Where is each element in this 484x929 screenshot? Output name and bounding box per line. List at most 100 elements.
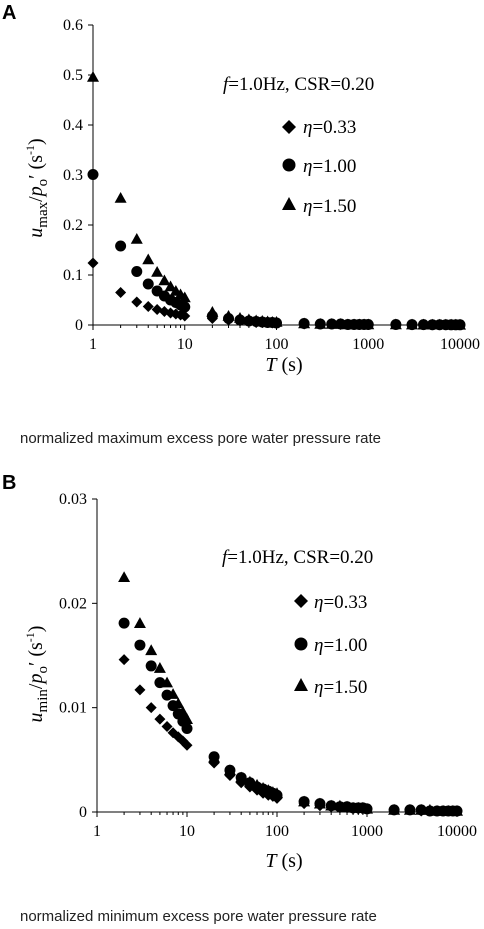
panel-a-data-point-triangle xyxy=(164,280,177,292)
panel-b-data-point-diamond xyxy=(181,739,193,751)
panel-a-data-point-triangle xyxy=(325,318,338,329)
panel-b-plot: 0 0.01 0.02 0.03 1 10 100 1000 10000 xyxy=(59,491,477,840)
panel-b-caption: normalized minimum excess pore water pre… xyxy=(20,908,377,925)
panel-b-legend-label-3: η=1.50 xyxy=(314,677,367,698)
panel-b-condition: f=1.0Hz, CSR=0.20 xyxy=(222,547,373,568)
panel-b-x-tick-label: 1 xyxy=(93,823,101,840)
panel-a-data-point-diamond xyxy=(131,296,143,308)
panel-a-x-tick-label: 1000 xyxy=(352,336,384,353)
panel-a-data-point-triangle xyxy=(298,317,311,329)
panel-b-y-tick-label: 0.02 xyxy=(59,595,87,612)
panel-a-legend-circle-marker xyxy=(282,158,296,172)
panel-a-data-point-circle xyxy=(87,169,99,180)
panel-a-legend-triangle-marker xyxy=(282,197,296,210)
panel-b-x-tick-label: 10 xyxy=(179,823,195,840)
panel-b-data-point-triangle xyxy=(251,778,264,790)
panel-b-legend-circle-marker xyxy=(294,637,308,651)
panel-a-x-tick-label: 100 xyxy=(265,336,289,353)
panel-a-data-point-triangle xyxy=(158,274,171,286)
panel-a-y-tick-label: 0 xyxy=(75,317,83,334)
panel-b-legend-label-1: η=0.33 xyxy=(314,592,367,613)
panel-a-data-point-triangle xyxy=(142,253,155,265)
panel-b-y-tick-label: 0 xyxy=(79,804,87,821)
panel-a-data-point-triangle xyxy=(242,313,255,325)
panel-b-data-point-triangle xyxy=(313,797,326,809)
panel-b-data-point-triangle xyxy=(161,676,174,688)
panel-b-data-point-diamond xyxy=(134,684,146,696)
panel-b-data-point-triangle xyxy=(325,799,338,811)
panel-a-data-point-circle xyxy=(131,266,143,277)
panel-a-data-point-triangle xyxy=(87,71,99,82)
panel-a-data-point-triangle xyxy=(270,316,283,327)
panel-a-data-point-triangle xyxy=(314,318,327,329)
panel-b-series-triangle xyxy=(118,571,463,816)
panel-a-y-tick-label: 0.1 xyxy=(63,267,83,284)
panel-a-caption: normalized maximum excess pore water pre… xyxy=(20,430,381,447)
panel-a-data-point-circle xyxy=(179,301,191,313)
panel-b-legend-triangle-marker xyxy=(294,678,308,691)
panel-a-legend: η=0.33 η=1.00 η=1.50 xyxy=(282,117,356,217)
panel-a-data-point-triangle xyxy=(151,266,164,277)
panel-a-x-tick-label: 10 xyxy=(177,336,193,353)
panel-a-data-point-triangle xyxy=(406,318,419,330)
panel-b-data-point-triangle xyxy=(235,771,248,783)
panel-a-data-point-diamond xyxy=(142,301,154,312)
panel-a-x-tick-label: 10000 xyxy=(440,336,480,353)
panel-b-series-circle xyxy=(118,617,463,817)
panel-b-data-point-triangle xyxy=(298,795,311,807)
panel-b-data-point-triangle xyxy=(172,697,185,709)
panel-a-data-point-triangle xyxy=(417,318,430,330)
panel-a-y-tick-label: 0.2 xyxy=(63,217,83,234)
panel-a-y-tick-label: 0.3 xyxy=(63,167,83,184)
panel-a-data-point-triangle xyxy=(362,318,375,330)
panel-a-plot: 0 0.1 0.2 0.3 0.4 0.5 0.6 1 10 100 1000 10000 xyxy=(63,17,480,353)
panel-b-legend-diamond-marker xyxy=(294,594,308,608)
panel-a-data-point-diamond xyxy=(115,287,127,298)
panel-b-data-point-triangle xyxy=(176,705,189,717)
panel-b-data-point-triangle xyxy=(361,802,373,814)
panel-b-data-point-diamond xyxy=(118,654,130,666)
panel-b-y-tick-label: 0.03 xyxy=(59,491,87,508)
panel-b-data-point-triangle xyxy=(145,644,158,656)
panel-a-data-point-triangle xyxy=(222,310,235,321)
panel-b-data-point-diamond xyxy=(145,702,157,714)
panel-b-data-point-triangle xyxy=(333,799,346,811)
panel-b-data-point-triangle xyxy=(208,751,221,763)
panel-a-legend-label-3: η=1.50 xyxy=(303,196,356,217)
panel-b-legend-label-2: η=1.00 xyxy=(314,635,367,656)
panel-a-y-axis-title: umax/po′ (s-1) xyxy=(23,138,51,237)
panel-b-data-point-triangle xyxy=(403,803,416,815)
panel-a-condition: f=1.0Hz, CSR=0.20 xyxy=(223,74,374,95)
panel-a-data-point-triangle xyxy=(233,312,246,323)
panel-b-data-point-circle xyxy=(145,660,157,672)
panel-a-legend-label-2: η=1.00 xyxy=(303,156,356,177)
panel-a-data-point-triangle xyxy=(114,192,127,203)
panel-b-data-point-circle xyxy=(118,617,130,629)
panel-a-legend-diamond-marker xyxy=(282,120,296,134)
panel-b-data-point-triangle xyxy=(167,688,180,699)
panel-b-data-point-triangle xyxy=(133,617,146,628)
panel-b-data-point-triangle xyxy=(423,803,436,815)
panel-a-data-point-triangle xyxy=(206,306,219,317)
panel-a-x-axis-title: T (s) xyxy=(265,354,302,376)
panel-a-data-point-circle xyxy=(115,240,127,252)
panel-b-letter: B xyxy=(2,472,16,494)
panel-a-data-point-triangle xyxy=(389,318,402,330)
panel-b-y-axis-title: umin/po′ (s-1) xyxy=(23,626,51,723)
panel-b-data-point-diamond xyxy=(161,720,173,732)
panel-a-data-point-triangle xyxy=(130,233,143,244)
panel-b-data-point-circle xyxy=(181,723,193,735)
panel-a-series-triangle xyxy=(87,71,466,330)
panel-b-data-point-triangle xyxy=(415,803,428,815)
panel-b-y-tick-label: 0.01 xyxy=(59,700,87,717)
panel-b-legend: η=0.33 η=1.00 η=1.50 xyxy=(294,592,367,698)
panel-a-y-tick-label: 0.5 xyxy=(63,67,83,84)
panel-b: B 0 0.01 0.02 0.03 1 10 100 1000 10000 umin/po′ … xyxy=(2,472,477,925)
panel-a-data-point-diamond xyxy=(87,257,99,269)
panel-a-data-point-circle xyxy=(142,278,154,290)
panel-a-x-tick-label: 1 xyxy=(89,336,97,353)
panel-b-x-axis-title: T (s) xyxy=(265,850,302,872)
panel-a: A 0 0.1 0.2 0.3 0.4 0.5 0.6 1 10 100 1000 10000 uma… xyxy=(2,2,480,447)
panel-b-data-point-triangle xyxy=(153,662,166,673)
